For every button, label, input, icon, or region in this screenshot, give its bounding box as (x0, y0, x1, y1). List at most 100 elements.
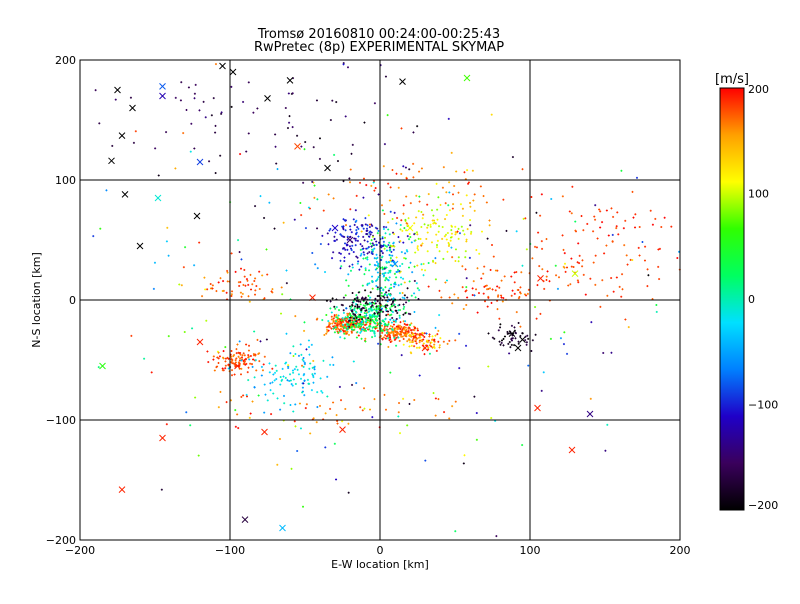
scatter-point (377, 330, 379, 332)
scatter-point (377, 232, 379, 234)
scatter-point (458, 228, 460, 230)
scatter-point (427, 232, 429, 234)
scatter-point (390, 186, 392, 188)
scatter-point (463, 462, 465, 464)
scatter-point (264, 394, 266, 396)
scatter-point (343, 309, 345, 311)
scatter-point (389, 372, 391, 374)
scatter-point (383, 165, 385, 167)
scatter-point (451, 256, 453, 258)
scatter-point (593, 216, 595, 218)
scatter-point (393, 249, 395, 251)
scatter-point (253, 331, 255, 333)
scatter-point (527, 293, 529, 295)
scatter-point (264, 356, 266, 358)
scatter-point (543, 288, 545, 290)
scatter-point (294, 219, 296, 221)
scatter-point (623, 227, 625, 229)
scatter-point (230, 86, 232, 88)
scatter-cross (340, 427, 346, 433)
scatter-point (453, 185, 455, 187)
scatter-point (324, 271, 326, 273)
scatter-point (577, 281, 579, 283)
scatter-point (396, 173, 398, 175)
scatter-point (539, 313, 541, 315)
scatter-point (410, 202, 412, 204)
scatter-point (475, 288, 477, 290)
scatter-point (477, 312, 479, 314)
scatter-point (473, 280, 475, 282)
scatter-cross (242, 517, 248, 523)
scatter-point (241, 356, 243, 358)
scatter-point (509, 341, 511, 343)
scatter-point (207, 361, 209, 363)
scatter-point (409, 280, 411, 282)
scatter-point (291, 468, 293, 470)
scatter-point (343, 333, 345, 335)
scatter-point (389, 276, 391, 278)
scatter-point (452, 208, 454, 210)
scatter-point (583, 274, 585, 276)
scatter-point (391, 255, 393, 257)
scatter-point (370, 243, 372, 245)
scatter-point (184, 246, 186, 248)
scatter-point (238, 356, 240, 358)
scatter-point (294, 403, 296, 405)
scatter-point (333, 236, 335, 238)
scatter-point (308, 339, 310, 341)
scatter-point (215, 125, 217, 127)
scatter-point (514, 293, 516, 295)
scatter-point (383, 213, 385, 215)
scatter-point (308, 346, 310, 348)
scatter-point (285, 107, 287, 109)
scatter-point (536, 246, 538, 248)
scatter-point (334, 331, 336, 333)
scatter-point (602, 352, 604, 354)
scatter-point (323, 210, 325, 212)
scatter-point (390, 303, 392, 305)
scatter-point (592, 230, 594, 232)
scatter-point (534, 306, 536, 308)
scatter-point (234, 374, 236, 376)
scatter-point (451, 302, 453, 304)
scatter-point (331, 316, 333, 318)
scatter-point (482, 273, 484, 275)
scatter-point (338, 315, 340, 317)
scatter-point (652, 224, 654, 226)
scatter-point (487, 365, 489, 367)
scatter-point (599, 210, 601, 212)
scatter-point (664, 217, 666, 219)
scatter-point (562, 195, 564, 197)
scatter-point (314, 263, 316, 265)
scatter-point (483, 195, 485, 197)
scatter-point (332, 401, 334, 403)
scatter-point (363, 273, 365, 275)
scatter-point (536, 284, 538, 286)
scatter-cross (464, 75, 470, 81)
scatter-point (226, 401, 228, 403)
scatter-point (183, 266, 185, 268)
scatter-point (400, 277, 402, 279)
scatter-point (261, 366, 263, 368)
scatter-point (259, 340, 261, 342)
scatter-point (435, 234, 437, 236)
scatter-point (601, 279, 603, 281)
scatter-point (185, 411, 187, 413)
scatter-point (469, 219, 471, 221)
scatter-point (428, 193, 430, 195)
scatter-point (426, 204, 428, 206)
scatter-point (469, 202, 471, 204)
scatter-point (504, 275, 506, 277)
scatter-point (400, 173, 402, 175)
scatter-point (316, 227, 318, 229)
scatter-point (670, 226, 672, 228)
scatter-point (206, 288, 208, 290)
scatter-point (449, 209, 451, 211)
scatter-point (510, 276, 512, 278)
scatter-point (363, 228, 365, 230)
colorbar-tick-label: 200 (748, 83, 769, 96)
scatter-point (208, 160, 210, 162)
scatter-point (639, 226, 641, 228)
scatter-point (386, 296, 388, 298)
